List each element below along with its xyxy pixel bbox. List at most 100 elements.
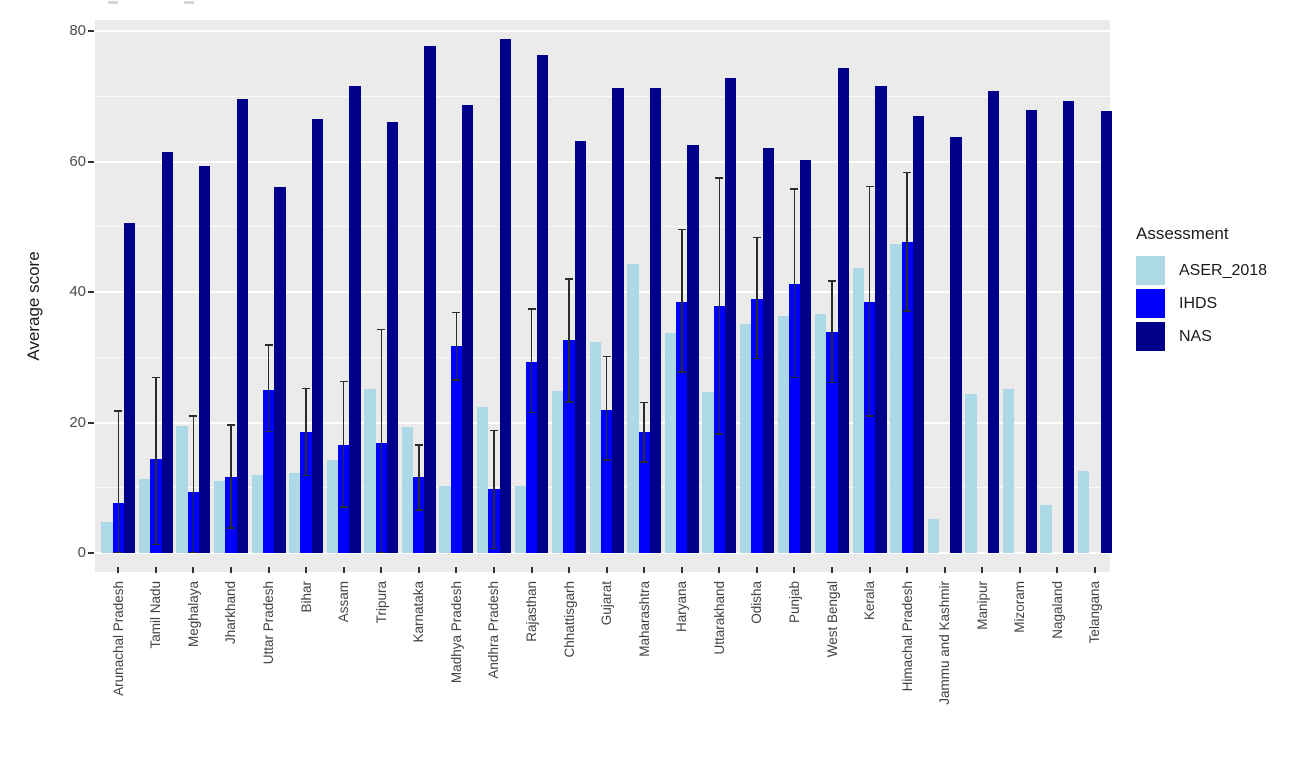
y-tick-mark — [88, 421, 94, 424]
bar-nas-kerala — [875, 86, 887, 553]
x-tick-mark — [718, 567, 721, 573]
error-bar-rajasthan — [530, 308, 533, 414]
bar-aser_2018-tripura — [364, 388, 376, 553]
legend-entry-aser: ASER_2018 — [1136, 256, 1267, 285]
bar-ihds-bihar — [300, 432, 312, 553]
error-bar-bihar — [305, 387, 307, 476]
x-tick-mark — [229, 567, 232, 573]
bar-ihds-madhya-pradesh — [450, 346, 463, 553]
x-tick-mark — [643, 567, 646, 573]
error-cap-top — [489, 429, 498, 432]
error-cap-bottom — [114, 551, 123, 553]
error-bar-assam — [342, 380, 345, 508]
bar-nas-meghalaya — [199, 166, 211, 553]
bar-ihds-gujarat — [600, 410, 613, 553]
bar-ihds-west-bengal — [826, 332, 838, 553]
error-cap-bottom — [677, 371, 686, 373]
ihds-swatch-icon — [1136, 289, 1165, 318]
error-cap-bottom — [377, 551, 386, 553]
bar-nas-uttarakhand — [724, 77, 737, 553]
y-tick-mark — [88, 160, 94, 163]
error-bar-arunachal-pradesh — [117, 410, 120, 553]
x-axis-label-tamil-nadu: Tamil Nadu — [148, 581, 164, 649]
bar-aser_2018-andhra-pradesh — [477, 406, 489, 553]
x-axis-label-punjab: Punjab — [786, 581, 802, 624]
x-tick-mark — [831, 567, 834, 573]
x-axis-label-himachal-pradesh: Himachal Pradesh — [899, 581, 915, 692]
x-axis-label-arunachal-pradesh: Arunachal Pradesh — [110, 581, 126, 696]
error-cap-top — [151, 376, 160, 379]
bar-nas-nagaland — [1063, 101, 1075, 553]
cropped-title-artifact — [184, 1, 194, 4]
error-bar-karnataka — [418, 444, 420, 511]
error-bar-tripura — [380, 328, 382, 553]
bar-ihds-karnataka — [413, 477, 425, 553]
minor-gridline — [95, 356, 1110, 358]
y-axis-title: Average score — [24, 251, 43, 361]
bar-ihds-uttar-pradesh — [262, 389, 275, 553]
legend: Assessment ASER_2018 IHDS NAS — [1136, 224, 1267, 355]
error-bar-andhra-pradesh — [493, 429, 495, 550]
bar-aser_2018-uttar-pradesh — [251, 474, 263, 553]
nas-swatch-icon — [1136, 322, 1165, 351]
error-bar-uttar-pradesh — [267, 344, 270, 433]
x-axis-label-uttarakhand: Uttarakhand — [711, 581, 727, 655]
bar-aser_2018-arunachal-pradesh — [101, 522, 113, 553]
bar-aser_2018-west-bengal — [815, 314, 827, 553]
legend-entry-nas: NAS — [1136, 322, 1267, 351]
cropped-title-artifact — [108, 1, 118, 4]
x-tick-mark — [117, 567, 120, 573]
bar-nas-tripura — [386, 122, 399, 553]
y-tick-label: 20 — [69, 413, 86, 431]
x-axis-label-nagaland: Nagaland — [1049, 581, 1065, 639]
bar-aser_2018-punjab — [777, 316, 789, 553]
x-tick-mark — [530, 567, 533, 573]
x-tick-mark — [755, 567, 758, 573]
error-cap-bottom — [302, 474, 311, 476]
error-cap-bottom — [565, 401, 574, 403]
x-axis-label-assam: Assam — [336, 581, 352, 623]
error-cap-top — [865, 185, 874, 188]
error-cap-bottom — [715, 433, 724, 435]
bar-nas-west-bengal — [837, 67, 849, 553]
x-tick-mark — [906, 567, 909, 573]
bar-nas-karnataka — [424, 46, 436, 553]
error-cap-bottom — [903, 310, 912, 312]
bar-aser_2018-gujarat — [589, 342, 601, 553]
error-bar-meghalaya — [192, 415, 195, 553]
x-tick-mark — [793, 567, 796, 573]
error-cap-bottom — [226, 527, 235, 529]
error-cap-bottom — [602, 459, 611, 461]
error-cap-top — [715, 177, 724, 179]
x-tick-mark — [981, 567, 984, 573]
y-tick-label: 0 — [77, 544, 86, 561]
x-tick-mark — [680, 567, 683, 573]
x-tick-mark — [943, 567, 946, 573]
bar-nas-bihar — [311, 119, 324, 553]
x-axis-label-odisha: Odisha — [749, 581, 765, 624]
bar-nas-andhra-pradesh — [499, 38, 511, 553]
x-tick-mark — [305, 567, 308, 573]
x-axis-label-west-bengal: West Bengal — [824, 581, 840, 658]
error-cap-top — [903, 171, 912, 174]
y-tick-mark — [88, 30, 94, 32]
error-cap-bottom — [752, 357, 761, 360]
x-tick-mark — [455, 567, 458, 573]
y-tick-mark — [88, 291, 94, 293]
error-cap-top — [527, 308, 536, 310]
x-tick-mark — [154, 567, 157, 573]
bar-nas-himachal-pradesh — [912, 115, 925, 553]
x-tick-mark — [1056, 567, 1059, 573]
bar-aser_2018-maharashtra — [627, 263, 639, 553]
x-axis-label-rajasthan: Rajasthan — [524, 581, 539, 642]
bar-nas-jharkhand — [236, 98, 248, 553]
minor-gridline — [95, 226, 1110, 228]
error-cap-top — [790, 188, 799, 190]
error-cap-top — [677, 228, 686, 231]
error-cap-bottom — [489, 547, 498, 550]
bar-nas-telangana — [1100, 111, 1112, 553]
x-axis-label-jammu-and-kashmir: Jammu and Kashmir — [937, 581, 953, 705]
bar-nas-mizoram — [1025, 109, 1037, 553]
error-cap-top — [565, 278, 574, 280]
